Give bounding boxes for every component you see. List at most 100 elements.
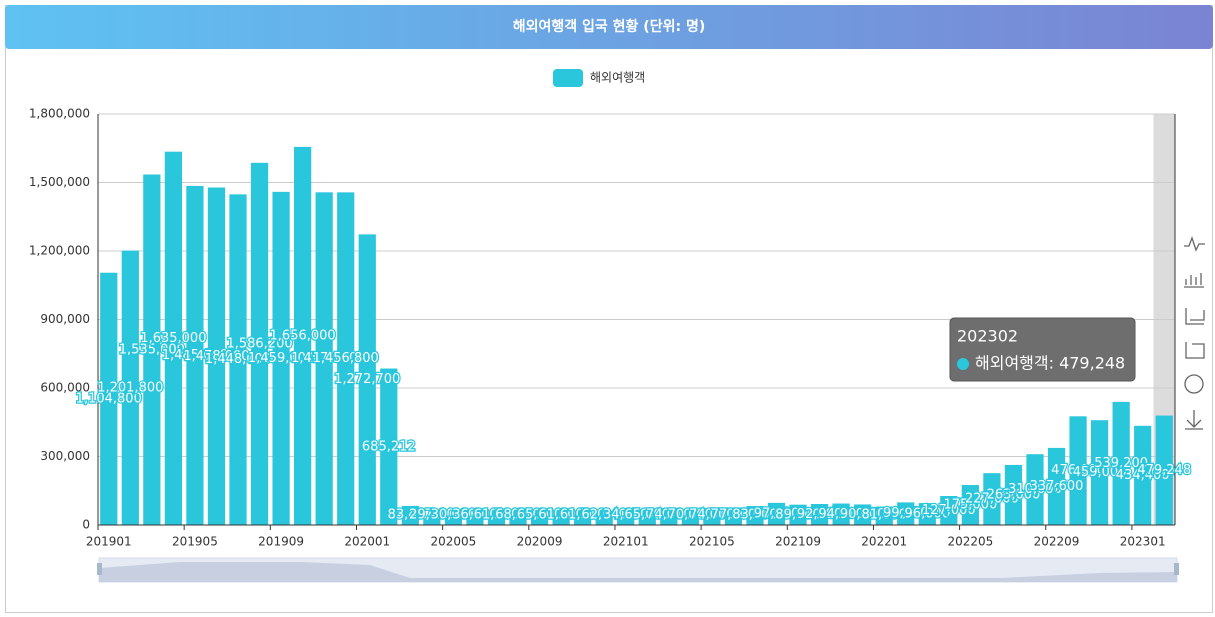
bar — [229, 194, 247, 525]
legend-label: 해외여행객 — [590, 70, 645, 85]
x-tick-label: 202209 — [1034, 535, 1080, 549]
bar — [1155, 415, 1173, 525]
bar — [294, 146, 312, 525]
tool-bar[interactable] — [1184, 273, 1204, 288]
bar — [810, 503, 829, 525]
bar — [746, 506, 764, 525]
x-tick-label: 202109 — [775, 535, 821, 549]
chart-title: 해외여행객 입국 현황 (단위: 명) — [513, 18, 705, 35]
bar — [337, 192, 355, 525]
toolbox[interactable] — [1184, 236, 1205, 430]
data-label: 476,000 — [1051, 463, 1105, 478]
data-label: 89,000 — [775, 507, 821, 522]
bar — [380, 368, 398, 525]
datazoom-preview — [99, 562, 1177, 582]
bar — [466, 516, 484, 525]
tool-tiled[interactable] — [1185, 342, 1205, 359]
data-label: 62,340 — [581, 508, 627, 523]
bar — [767, 502, 786, 525]
y-tick-label: 1,500,000 — [29, 175, 90, 189]
bar — [143, 174, 161, 525]
data-label: 96,000 — [905, 507, 951, 522]
data-label: 74,000 — [646, 508, 692, 523]
data-label: 97,000 — [754, 506, 800, 521]
data-label: 434,400 — [1116, 468, 1170, 483]
data-label: 77,000 — [711, 508, 757, 523]
data-label: 34,650 — [603, 508, 649, 523]
tool-save[interactable] — [1185, 410, 1203, 430]
y-tick-label: 1,200,000 — [29, 244, 90, 258]
data-label: 127,000 — [922, 503, 976, 518]
bar — [1004, 464, 1023, 525]
x-tick-label: 201901 — [86, 535, 132, 549]
bar — [724, 507, 743, 525]
tooltip — [949, 317, 1136, 382]
x-tick-label: 202201 — [861, 535, 907, 549]
x-tick-label: 201905 — [172, 535, 218, 549]
bar — [1134, 425, 1152, 525]
bar — [423, 518, 441, 525]
datazoom-handle[interactable] — [1174, 563, 1179, 575]
bar — [854, 504, 872, 525]
x-tick-label: 201909 — [258, 535, 304, 549]
data-label: 61,500 — [560, 508, 606, 523]
bar — [100, 272, 118, 525]
data-label: 1,485,000 — [162, 348, 228, 363]
data-label: 310,000 — [1008, 482, 1062, 497]
data-label: 74,000 — [689, 508, 735, 523]
y-tick-label: 600,000 — [40, 381, 90, 395]
bar — [315, 192, 333, 525]
bar — [660, 508, 678, 525]
tool-line[interactable] — [1184, 236, 1205, 252]
bar — [1069, 416, 1087, 525]
data-label: 1,456,800 — [313, 351, 379, 366]
data-label: 70,000 — [668, 508, 714, 523]
data-label: 539,200 — [1094, 456, 1148, 471]
tool-restore[interactable] — [1184, 374, 1204, 394]
x-tick-label: 202205 — [947, 535, 993, 549]
data-label: 337,600 — [1030, 479, 1084, 494]
x-tick-label: 202005 — [431, 535, 477, 549]
data-label: 263,000 — [987, 487, 1041, 502]
bar — [703, 508, 721, 525]
bar — [552, 511, 570, 525]
bar — [121, 250, 139, 526]
y-tick-label: 300,000 — [40, 449, 90, 463]
data-label: 1,635,000 — [140, 331, 206, 346]
bar — [638, 510, 656, 525]
data-label: 83,497 — [388, 508, 434, 523]
tooltip-title: 202302 — [957, 327, 1018, 346]
data-label: 36,800 — [452, 508, 498, 523]
tooltip-dot — [957, 358, 969, 370]
bar — [444, 518, 463, 525]
data-label: 1,457,000 — [291, 351, 357, 366]
data-label: 30,600 — [431, 508, 477, 523]
data-label: 61,000 — [538, 508, 584, 523]
tooltip-text: 해외여행객: 479,248 — [975, 354, 1125, 373]
tool-stack[interactable] — [1185, 308, 1205, 325]
bar — [530, 510, 549, 525]
bar — [918, 503, 936, 525]
bar — [897, 502, 915, 525]
bar — [940, 496, 958, 525]
bar — [1090, 420, 1109, 525]
legend-swatch — [553, 69, 583, 87]
bar — [789, 504, 807, 525]
x-tick-label: 202001 — [344, 535, 390, 549]
data-label: 1,459,000 — [248, 351, 314, 366]
y-tick-label: 1,800,000 — [29, 107, 90, 121]
bar — [832, 503, 850, 525]
data-label: 685,212 — [362, 439, 416, 454]
bar — [681, 509, 699, 525]
datazoom-handle[interactable] — [97, 563, 102, 575]
data-label: 92,000 — [797, 507, 843, 522]
data-label: 459,000 — [1073, 465, 1127, 480]
bar — [164, 151, 183, 526]
bar — [875, 506, 893, 525]
y-tick-label: 0 — [82, 518, 90, 532]
header — [5, 5, 1213, 49]
data-label: 81,000 — [861, 508, 907, 523]
bar — [509, 509, 527, 525]
